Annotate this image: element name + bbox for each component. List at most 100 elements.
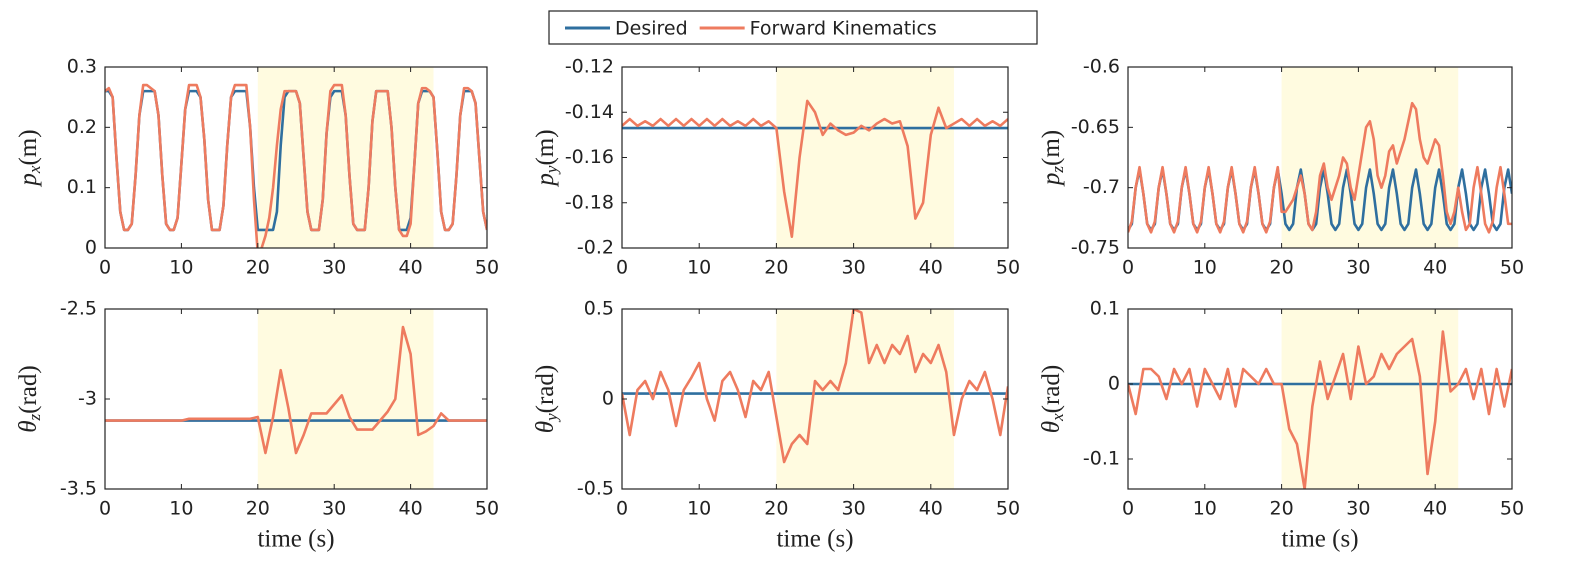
y-label-subscript: z: [25, 413, 44, 421]
y-tick-label: 0: [602, 388, 614, 410]
y-tick-label: -0.18: [565, 191, 614, 213]
x-tick-label: 20: [246, 257, 270, 279]
y-tick-label: -0.6: [1083, 56, 1120, 78]
y-tick-label: -0.1: [1083, 448, 1120, 470]
y-label-unit: (rad): [1038, 365, 1065, 414]
x-tick-label: 20: [1270, 498, 1294, 520]
x-tick-label: 50: [996, 498, 1020, 520]
y-axis-label: θy(rad): [532, 365, 561, 433]
y-label-unit: (m): [15, 129, 42, 165]
x-tick-label: 10: [1193, 257, 1217, 279]
x-tick-label: 0: [1122, 498, 1134, 520]
y-label-symbol: θ: [15, 420, 42, 432]
x-tick-label: 20: [1270, 257, 1294, 279]
lines: [1128, 101, 1512, 234]
x-tick-label: 20: [764, 498, 788, 520]
y-label-subscript: y: [542, 413, 561, 423]
highlight-region: [776, 67, 954, 248]
y-tick-label: 0: [85, 237, 97, 259]
y-tick-label: -2.5: [60, 298, 97, 320]
x-tick-label: 10: [1193, 498, 1217, 520]
y-label-subscript: x: [25, 165, 44, 174]
x-tick-label: 30: [1346, 257, 1370, 279]
lines: [622, 99, 1008, 238]
x-tick-label: 10: [169, 257, 193, 279]
y-tick-label: 0: [1108, 373, 1120, 395]
subplot: -0.1 0 0.1 0 10 20 30 40 50 time (s) θx(rad): [1038, 298, 1524, 553]
y-tick-label: -0.12: [565, 56, 614, 78]
axes-box: [1127, 308, 1513, 490]
subplot: 0 0.1 0.2 0.3 0 10 20 30 40 50 px(m): [15, 56, 499, 279]
x-tick-label: 40: [1423, 257, 1447, 279]
y-label-symbol: θ: [532, 421, 559, 433]
y-tick-label: -0.75: [1071, 237, 1120, 259]
y-tick-label: 0.1: [1090, 298, 1120, 320]
x-tick-label: 40: [399, 257, 423, 279]
y-label-unit: (rad): [15, 365, 42, 414]
series-line: [622, 99, 1008, 238]
series-line: [622, 309, 1008, 464]
lines: [105, 83, 487, 248]
axes-box: [1127, 66, 1513, 249]
x-tick-label: 0: [616, 257, 628, 279]
lines: [105, 325, 487, 455]
lines: [1128, 330, 1512, 489]
y-axis-label: pz(m): [1038, 130, 1067, 187]
y-tick-label: 0.5: [584, 298, 614, 320]
highlight-region: [257, 67, 434, 248]
subplot: -0.2 -0.18 -0.16 -0.14 -0.12 0 10 20 30 40 50 py(m): [532, 56, 1020, 279]
x-tick-label: 30: [322, 498, 346, 520]
x-tick-label: 30: [842, 498, 866, 520]
x-tick-label: 40: [919, 498, 943, 520]
y-label-symbol: p: [15, 173, 42, 188]
x-axis-label: time (s): [1281, 526, 1358, 553]
x-tick-label: 50: [475, 498, 499, 520]
x-axis-label: time (s): [257, 526, 334, 553]
y-axis-label: θz(rad): [15, 365, 44, 432]
y-tick-label: -0.16: [565, 146, 614, 168]
series-line: [105, 325, 487, 455]
x-tick-label: 50: [1500, 498, 1524, 520]
y-label-subscript: x: [1048, 413, 1067, 422]
y-tick-label: -3.5: [60, 478, 97, 500]
subplot: -3.5 -3 -2.5 0 10 20 30 40 50 time (s) θz(rad): [15, 298, 499, 553]
y-tick-label: -0.65: [1071, 116, 1120, 138]
y-label-symbol: p: [1038, 173, 1065, 188]
x-tick-label: 0: [99, 257, 111, 279]
series-line: [1128, 330, 1512, 489]
x-tick-label: 20: [764, 257, 788, 279]
x-tick-label: 40: [399, 498, 423, 520]
y-label-unit: (m): [1038, 130, 1065, 166]
x-tick-label: 40: [919, 257, 943, 279]
x-tick-label: 50: [1500, 257, 1524, 279]
axes-box: [104, 66, 488, 249]
subplot: -0.75 -0.7 -0.65 -0.6 0 10 20 30 40 50 pz(m): [1038, 56, 1524, 279]
x-tick-label: 50: [996, 257, 1020, 279]
y-label-symbol: p: [532, 173, 559, 188]
series-line: [105, 83, 487, 248]
x-tick-label: 0: [616, 498, 628, 520]
x-tick-label: 10: [687, 498, 711, 520]
y-axis-label: θx(rad): [1038, 365, 1067, 433]
y-tick-label: -0.2: [577, 237, 614, 259]
y-tick-label: -0.5: [577, 478, 614, 500]
x-tick-label: 10: [687, 257, 711, 279]
x-tick-label: 10: [169, 498, 193, 520]
y-tick-label: 0.3: [67, 56, 97, 78]
lines: [622, 309, 1008, 464]
y-tick-label: 0.1: [67, 176, 97, 198]
y-tick-label: -0.14: [565, 101, 614, 123]
x-tick-label: 0: [1122, 257, 1134, 279]
x-tick-label: 30: [842, 257, 866, 279]
x-tick-label: 40: [1423, 498, 1447, 520]
legend: Desired Forward Kinematics: [548, 10, 1038, 45]
x-tick-label: 20: [246, 498, 270, 520]
y-label-unit: (m): [532, 129, 559, 165]
y-tick-label: -3: [78, 388, 97, 410]
legend-label: Desired: [615, 18, 688, 40]
y-label-symbol: θ: [1038, 421, 1065, 433]
x-tick-label: 50: [475, 257, 499, 279]
x-tick-label: 0: [99, 498, 111, 520]
